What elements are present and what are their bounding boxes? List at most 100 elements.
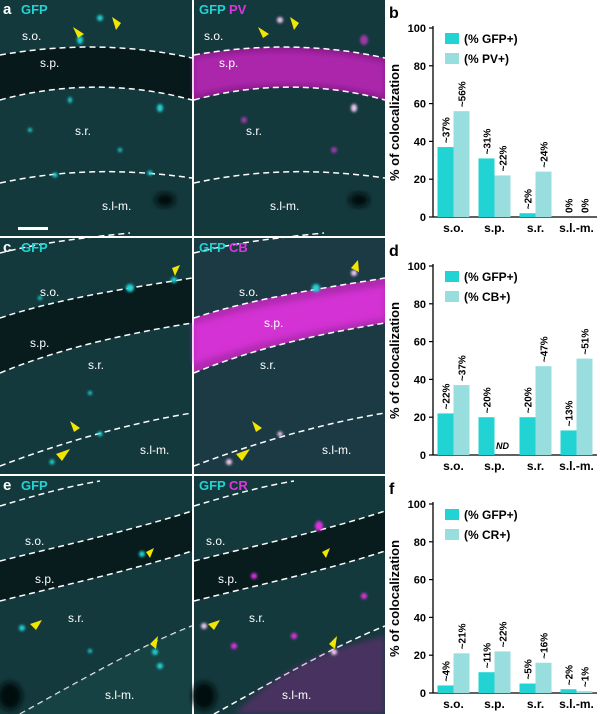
y-tick-label: 80 (414, 537, 426, 549)
y-tick-label: 80 (414, 299, 426, 311)
bar-value-label: ~5% (524, 659, 535, 679)
micrograph-a-merge: GFP PV s.o. s.p. s.r. s.l-m. (193, 0, 385, 236)
x-tick-label: s.r. (527, 697, 544, 711)
legend-swatch (445, 529, 459, 540)
arrowhead-icon (30, 620, 42, 630)
layer-label-slm: s.l-m. (282, 688, 311, 702)
channel-label-gfp: GFP (199, 240, 226, 255)
layer-label-so: s.o. (206, 534, 225, 548)
legend-swatch (445, 509, 459, 520)
bar-value-label: ~56% (458, 81, 469, 107)
layer-label-so: s.o. (40, 285, 59, 299)
layer-label-sp: s.p. (30, 336, 49, 350)
y-axis-title: % of colocalization (387, 302, 402, 419)
bar (494, 175, 511, 217)
arrowhead-icon (70, 421, 80, 432)
y-tick-label: 100 (408, 23, 426, 35)
bar (535, 366, 552, 455)
arrowhead-icon (150, 636, 158, 649)
channel-label-marker: CB (229, 240, 248, 255)
bar-charts: b % of colocalization 0 20 40 60 80 100 (% GFP+)… (387, 5, 597, 711)
micrograph-area: a GFP s.o. s.p. s.r. s.l-m. (0, 0, 385, 714)
x-tick-label: s.r. (527, 459, 544, 473)
layer-label-sr: s.r. (260, 358, 276, 372)
y-tick-label: 40 (414, 374, 426, 386)
micrograph-e-gfp: e GFP s.o. s.p. s.r. s.l-m. (0, 476, 193, 714)
channel-label-gfp: GFP (21, 240, 48, 255)
layer-label-so: s.o. (22, 29, 41, 43)
bar-value-label: ~51% (581, 329, 592, 355)
layer-label-sp: s.p. (218, 572, 237, 586)
layer-label-sr: s.r. (68, 611, 84, 625)
bar-value-label: ~21% (458, 623, 469, 649)
y-axis-title: % of colocalization (387, 540, 402, 657)
legend-label: (% PV+) (464, 52, 509, 66)
x-tick-label: s.l.-m. (559, 697, 594, 711)
y-tick-label: 100 (408, 261, 426, 273)
bar (478, 672, 495, 693)
x-tick-label: s.l.-m. (559, 221, 594, 235)
y-tick-label: 60 (414, 337, 426, 349)
x-tick-label: s.o. (443, 459, 464, 473)
layer-label-sr: s.r. (75, 124, 91, 138)
chart-panel-b: b % of colocalization 0 20 40 60 80 100 (% GFP+)… (387, 5, 597, 235)
bar (437, 413, 454, 455)
x-tick-label: s.l.-m. (559, 459, 594, 473)
bar-value-label: ~16% (540, 633, 551, 659)
layer-label-sr: s.r. (249, 611, 265, 625)
layer-label-slm: s.l-m. (322, 443, 351, 457)
micrograph-a-gfp: a GFP s.o. s.p. s.r. s.l-m. (0, 0, 193, 236)
layer-label-slm: s.l-m. (102, 199, 131, 213)
layer-label-so: s.o. (204, 29, 223, 43)
bar (437, 685, 454, 693)
bar-value-label: ND (496, 441, 509, 451)
y-tick-label: 40 (414, 612, 426, 624)
bar-value-label: ~37% (458, 355, 469, 381)
arrowhead-icon (172, 265, 180, 276)
bar-value-label: ~22% (442, 383, 453, 409)
bar-value-label: ~2% (565, 665, 576, 685)
arrowhead-icon (56, 449, 70, 461)
bar (519, 417, 536, 455)
y-tick-label: 0 (420, 212, 426, 224)
x-tick-label: s.p. (484, 697, 505, 711)
channel-label-marker: PV (229, 2, 247, 17)
arrowhead-icon (322, 548, 330, 558)
micrograph-row-c: c GFP s.o. s.p. s.r. s.l-m. (0, 232, 385, 474)
layer-label-so: s.o. (25, 534, 44, 548)
y-tick-label: 20 (414, 650, 426, 662)
bar (560, 430, 577, 455)
bar (453, 111, 470, 217)
legend-label: (% CR+) (464, 528, 510, 542)
bar-value-label: ~22% (499, 145, 510, 171)
bar-value-label: ~31% (483, 128, 494, 154)
arrowhead-icon (73, 27, 84, 38)
arrowhead-icon (351, 260, 359, 272)
micrograph-c-gfp: c GFP s.o. s.p. s.r. s.l-m. (0, 232, 193, 474)
legend-swatch (445, 53, 459, 64)
legend-label: (% CB+) (464, 290, 510, 304)
bar-value-label: ~2% (524, 189, 535, 209)
panel-letter: a (3, 1, 12, 18)
y-tick-label: 100 (408, 499, 426, 511)
bar (560, 689, 577, 693)
y-tick-label: 60 (414, 99, 426, 111)
legend-swatch (445, 291, 459, 302)
panel-letter: b (389, 5, 399, 22)
layer-label-sp: s.p. (264, 316, 283, 330)
layer-label-sp: s.p. (219, 56, 238, 70)
bar (478, 417, 495, 455)
panel-letter: f (389, 481, 395, 498)
layer-label-sr: s.r. (88, 358, 104, 372)
y-tick-label: 40 (414, 136, 426, 148)
bar-value-label: ~47% (540, 336, 551, 362)
x-tick-label: s.p. (484, 221, 505, 235)
bar-value-label: ~13% (565, 400, 576, 426)
y-tick-label: 60 (414, 575, 426, 587)
channel-label-marker: CR (229, 478, 248, 493)
bar (519, 213, 536, 217)
y-tick-label: 0 (420, 688, 426, 700)
panel-letter: e (3, 477, 11, 494)
bar (535, 662, 552, 693)
bar-value-label: ~11% (483, 643, 494, 668)
